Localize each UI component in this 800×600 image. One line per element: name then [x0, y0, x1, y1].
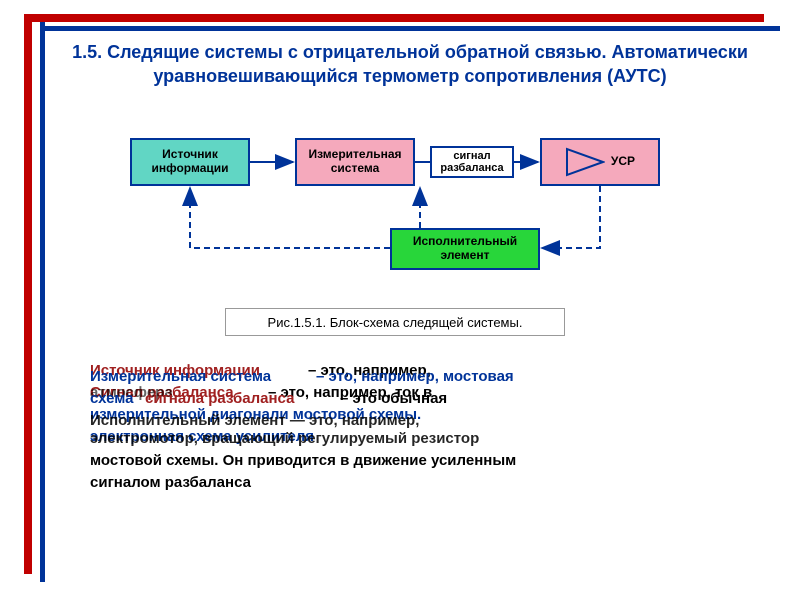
ov-l9: мостовой схемы. Он приводится в движение… — [90, 450, 516, 473]
figure-caption: Рис.1.5.1. Блок-схема следящей системы. — [225, 308, 565, 336]
frame-red-h — [24, 14, 764, 22]
node-amp: УСР — [540, 138, 660, 186]
frame-blue-h — [40, 26, 780, 31]
frame-red-v — [24, 14, 32, 574]
triangle-icon — [565, 147, 605, 177]
node-exec-label: Исполнительныйэлемент — [413, 235, 517, 263]
node-amp-label: УСР — [611, 155, 635, 169]
node-source-label: Источникинформации — [152, 148, 229, 176]
node-signal: сигналразбаланса — [430, 146, 514, 178]
figure-caption-text: Рис.1.5.1. Блок-схема следящей системы. — [268, 315, 523, 330]
node-source: Источникинформации — [130, 138, 250, 186]
node-measure-label: Измерительнаясистема — [308, 148, 401, 176]
frame-blue-v — [40, 22, 45, 582]
node-signal-label: сигналразбаланса — [440, 150, 503, 174]
ov-l8: электромотор, вращающий регулируемый рез… — [90, 428, 479, 451]
ov-l10: сигналом разбаланса — [90, 472, 251, 495]
page-title: 1.5. Следящие системы с отрицательной об… — [70, 40, 750, 89]
node-measure: Измерительнаясистема — [295, 138, 415, 186]
block-diagram: Источникинформации Измерительнаясистема … — [120, 138, 690, 298]
node-exec: Исполнительныйэлемент — [390, 228, 540, 270]
